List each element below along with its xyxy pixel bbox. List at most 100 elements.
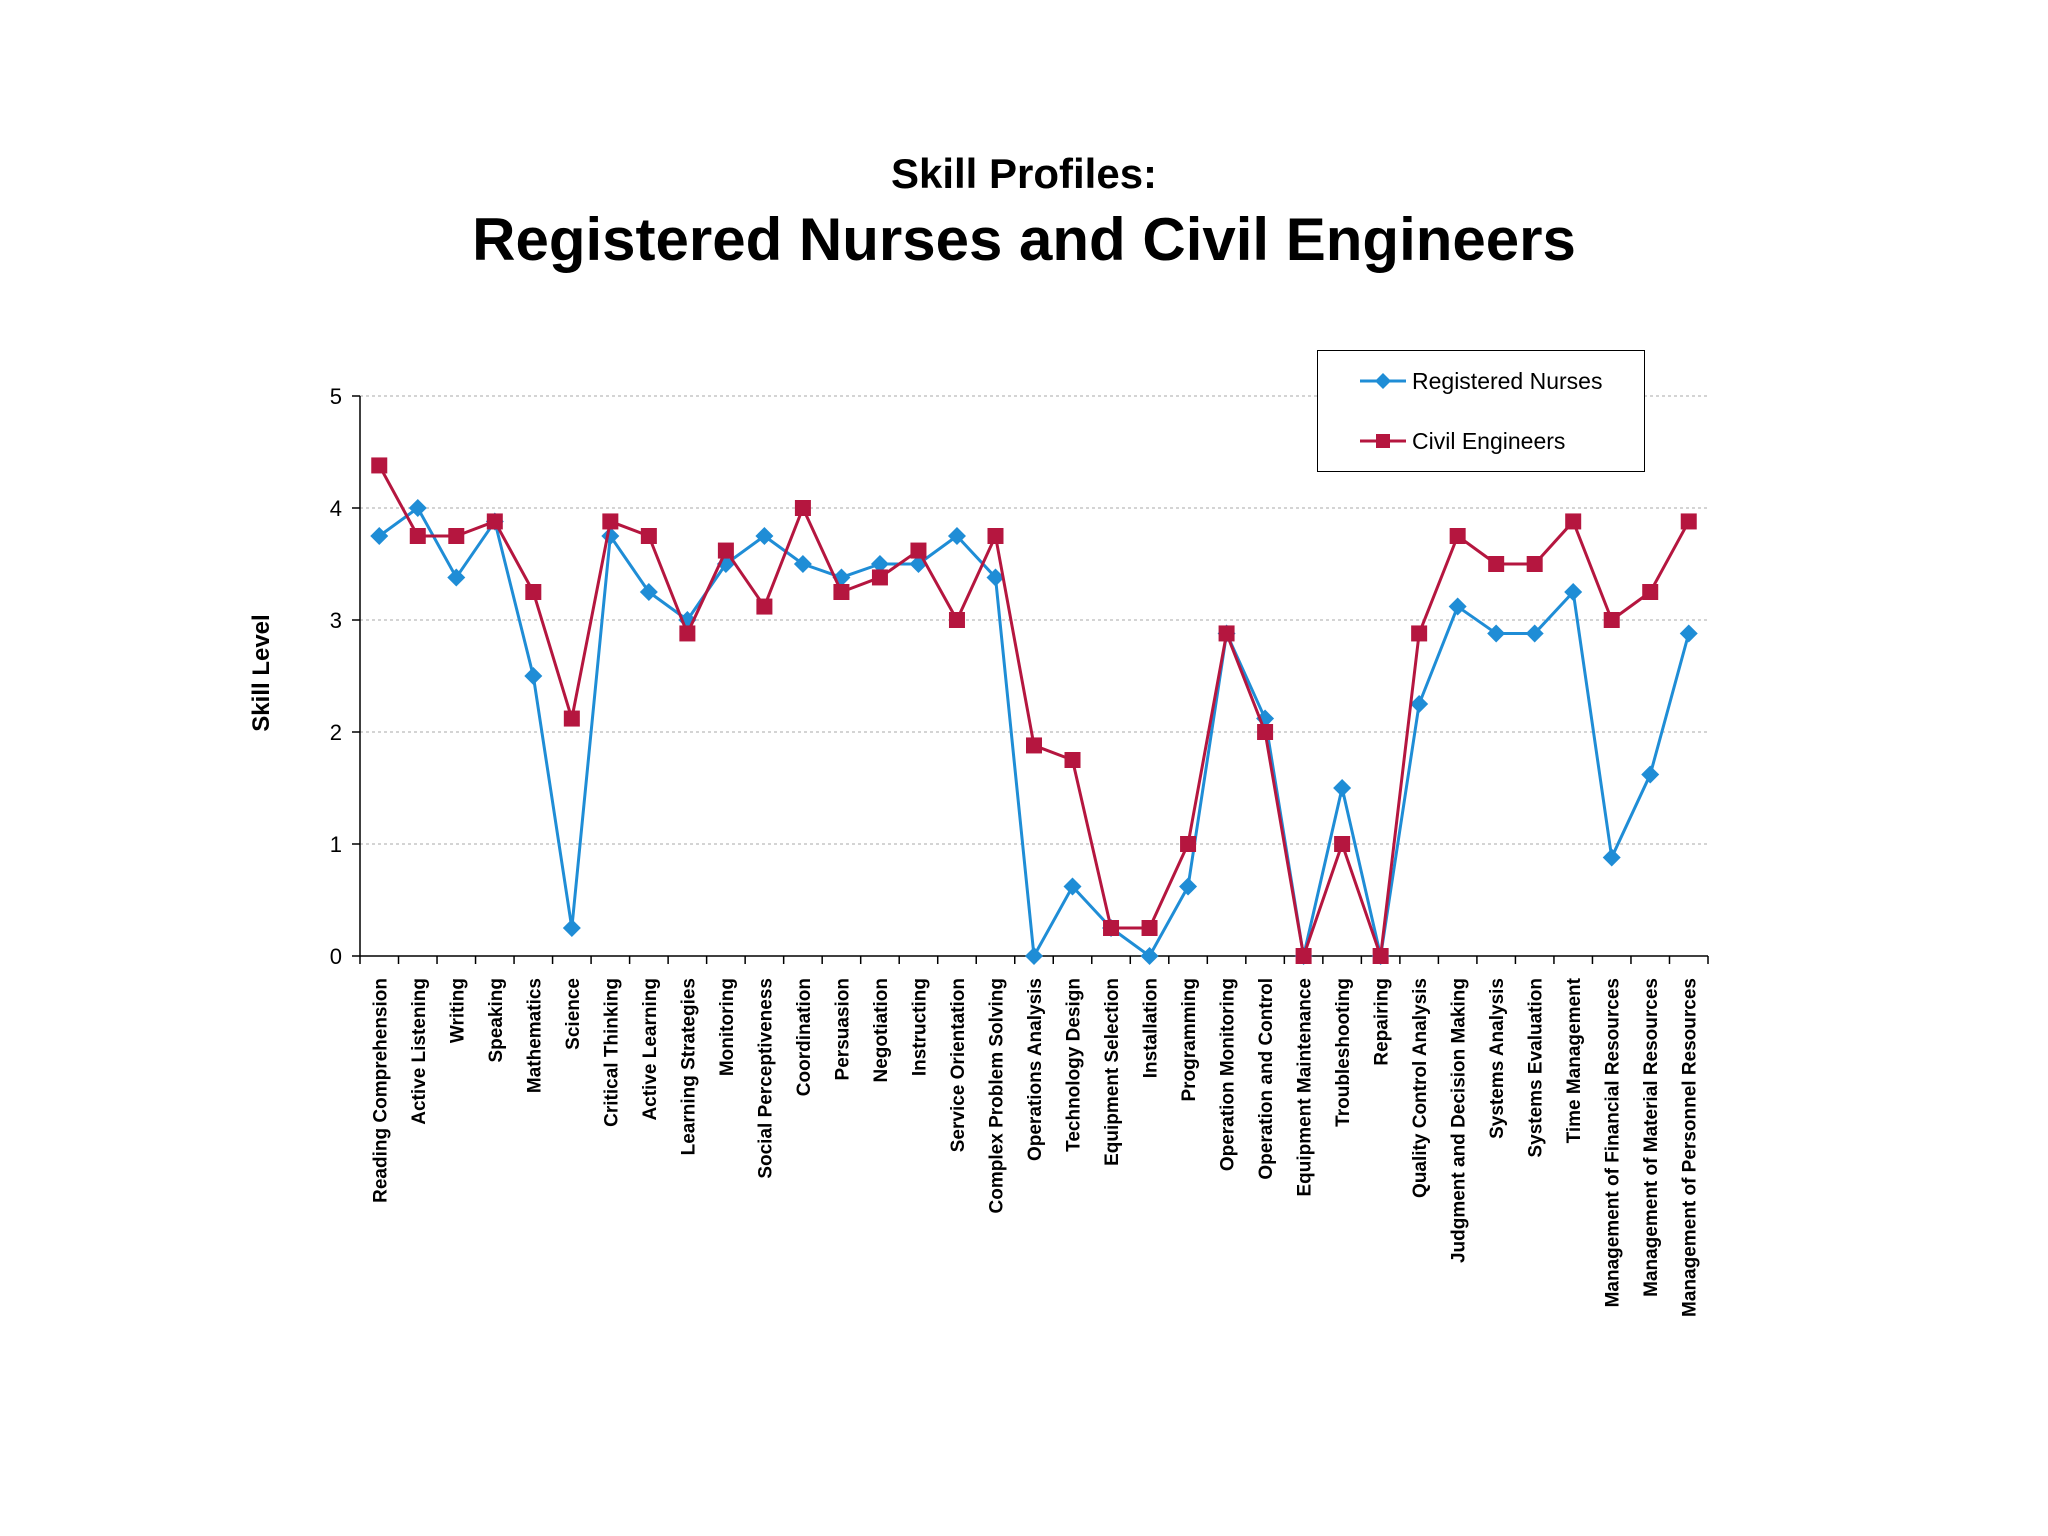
x-tick-label: Negotiation [871,978,892,1083]
y-tick-label: 4 [330,496,342,521]
y-tick-label: 0 [330,944,342,969]
data-point-civil-engineers [1218,625,1235,642]
x-tick-label: Mathematics [524,978,545,1093]
legend-label-civil-engineers: Civil Engineers [1412,427,1566,454]
data-point-registered-nurses [1179,877,1198,896]
data-point-registered-nurses [1140,947,1159,965]
data-point-registered-nurses [1525,624,1544,643]
data-point-civil-engineers [1372,948,1389,964]
x-tick-label: Programming [1179,978,1200,1102]
x-tick-label: Coordination [794,978,815,1096]
data-point-civil-engineers [1257,724,1274,740]
data-point-civil-engineers [1411,625,1428,642]
data-point-civil-engineers [717,542,734,559]
data-point-civil-engineers [1449,528,1466,544]
x-tick-label: Active Learning [640,978,661,1121]
y-tick-label: 1 [330,832,342,857]
x-tick-label: Persuasion [832,978,853,1080]
data-point-civil-engineers [1488,556,1505,572]
x-tick-label: Instructing [909,978,930,1076]
data-point-registered-nurses [1410,695,1429,713]
data-point-civil-engineers [525,584,542,600]
data-point-civil-engineers [486,513,503,530]
x-tick-label: Learning Strategies [678,978,699,1155]
y-tick-label: 5 [330,384,342,409]
data-point-registered-nurses [601,527,620,545]
data-point-civil-engineers [756,598,773,615]
data-point-registered-nurses [524,667,543,685]
x-tick-label: Equipment Selection [1102,978,1123,1166]
chart-subtitle: Registered Nurses and Civil Engineers [472,206,1576,273]
data-point-civil-engineers [371,457,388,474]
data-point-civil-engineers [1295,948,1312,964]
data-point-civil-engineers [1180,836,1197,852]
data-point-civil-engineers [1680,513,1697,530]
data-point-civil-engineers [409,528,426,544]
x-tick-label: Reading Comprehension [370,978,391,1203]
data-point-civil-engineers [1603,612,1620,628]
x-tick-label: Social Perceptiveness [755,978,776,1179]
legend-item-civil-engineers: Civil Engineers [1358,426,1565,456]
data-point-registered-nurses [639,583,658,601]
data-point-registered-nurses [1602,848,1621,867]
x-tick-label: Service Orientation [948,978,969,1152]
data-point-registered-nurses [1487,624,1506,643]
data-point-civil-engineers [794,500,811,516]
x-tick-label: Speaking [486,978,507,1062]
data-point-registered-nurses [370,527,389,545]
data-point-civil-engineers [833,584,850,600]
data-point-registered-nurses [1025,947,1043,965]
axes [352,395,1709,964]
data-point-civil-engineers [679,625,696,642]
data-point-registered-nurses [947,527,966,545]
y-tick-label: 3 [330,608,342,633]
x-tick-label: Systems Analysis [1487,978,1508,1139]
data-point-civil-engineers [987,528,1004,544]
x-tick-label: Operation Monitoring [1218,978,1239,1171]
data-point-civil-engineers [448,528,465,544]
data-point-registered-nurses [408,499,427,517]
x-tick-label: Quality Control Analysis [1410,978,1431,1198]
x-tick-label: Equipment Maintenance [1295,978,1316,1197]
x-tick-label: Writing [447,978,468,1043]
legend-item-registered-nurses: Registered Nurses [1358,366,1602,396]
x-tick-label: Complex Problem Solving [986,978,1007,1213]
x-tick-label: Science [563,978,584,1050]
square-marker-icon [1360,434,1406,448]
data-point-registered-nurses [1333,779,1352,797]
data-point-registered-nurses [447,568,466,587]
x-tick-label: Repairing [1372,978,1393,1066]
diamond-marker-icon [1360,373,1406,389]
data-point-civil-engineers [1526,556,1543,572]
data-point-civil-engineers [1103,920,1120,936]
data-point-civil-engineers [640,528,657,544]
x-tick-label: Active Listening [409,978,430,1125]
data-point-registered-nurses [986,568,1005,587]
data-point-civil-engineers [1064,752,1081,768]
x-tick-label: Troubleshooting [1333,978,1354,1127]
data-point-civil-engineers [602,513,619,530]
data-point-registered-nurses [1564,583,1583,601]
data-point-civil-engineers [1642,584,1659,600]
data-point-civil-engineers [871,569,888,586]
data-point-registered-nurses [1679,624,1698,643]
x-tick-labels: Reading Comprehension Active Listening Wri… [370,977,1700,1317]
data-point-civil-engineers [563,710,580,727]
data-point-civil-engineers [910,542,927,559]
y-tick-labels: 0 1 2 3 4 5 [330,384,342,969]
x-tick-label: Management of Financial Resources [1603,978,1624,1307]
data-point-civil-engineers [1334,836,1351,852]
x-tick-label: Technology Design [1064,978,1085,1152]
data-point-registered-nurses [1063,877,1082,896]
data-point-civil-engineers [1565,513,1582,530]
data-point-civil-engineers [1026,737,1042,754]
x-tick-label: Monitoring [717,978,738,1076]
x-tick-label: Installation [1141,978,1162,1078]
x-tick-label: Management of Material Resources [1641,978,1662,1297]
legend: Registered Nurses Civil Engineers [1317,350,1645,472]
chart-title: Skill Profiles: [890,150,1158,197]
data-point-registered-nurses [755,527,774,545]
x-tick-label: Systems Evaluation [1526,978,1547,1158]
x-tick-label: Operations Analysis [1025,978,1046,1161]
data-point-registered-nurses [1448,597,1467,616]
